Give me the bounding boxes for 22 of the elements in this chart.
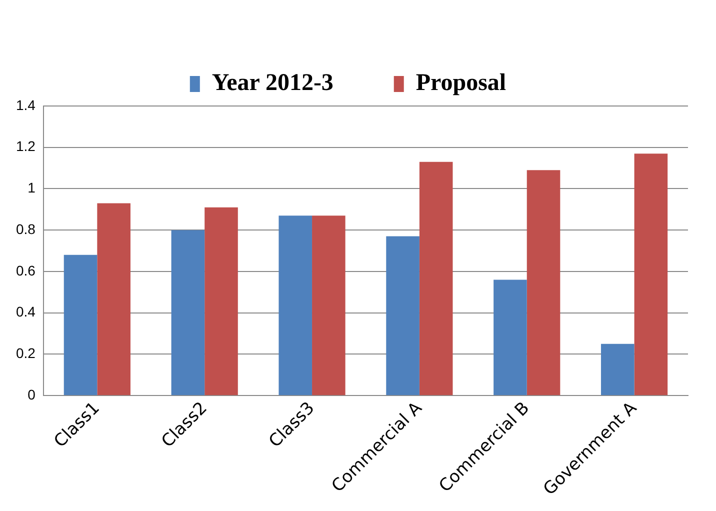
y-tick-label: 0.8 (16, 220, 36, 237)
y-tick-label: 0.2 (16, 345, 36, 362)
bar (419, 162, 453, 396)
bar (171, 230, 205, 396)
y-tick-label: 0.6 (16, 262, 36, 278)
y-tick-label: 0.4 (16, 304, 36, 320)
bar (600, 344, 634, 396)
bar (204, 207, 238, 396)
bar (312, 216, 346, 396)
bar (386, 236, 420, 396)
bar (634, 154, 668, 396)
bar (97, 203, 130, 396)
legend-label: Proposal (416, 70, 506, 96)
bar (494, 280, 527, 396)
y-tick-label: 1.4 (16, 96, 36, 113)
y-tick-label: 1 (28, 180, 36, 196)
legend-label: Year 2012-3 (212, 70, 334, 96)
bar (64, 254, 98, 396)
y-tick-label: 0 (28, 386, 36, 402)
bar (526, 170, 560, 396)
y-tick-label: 1.2 (16, 138, 36, 154)
bar (278, 216, 312, 396)
